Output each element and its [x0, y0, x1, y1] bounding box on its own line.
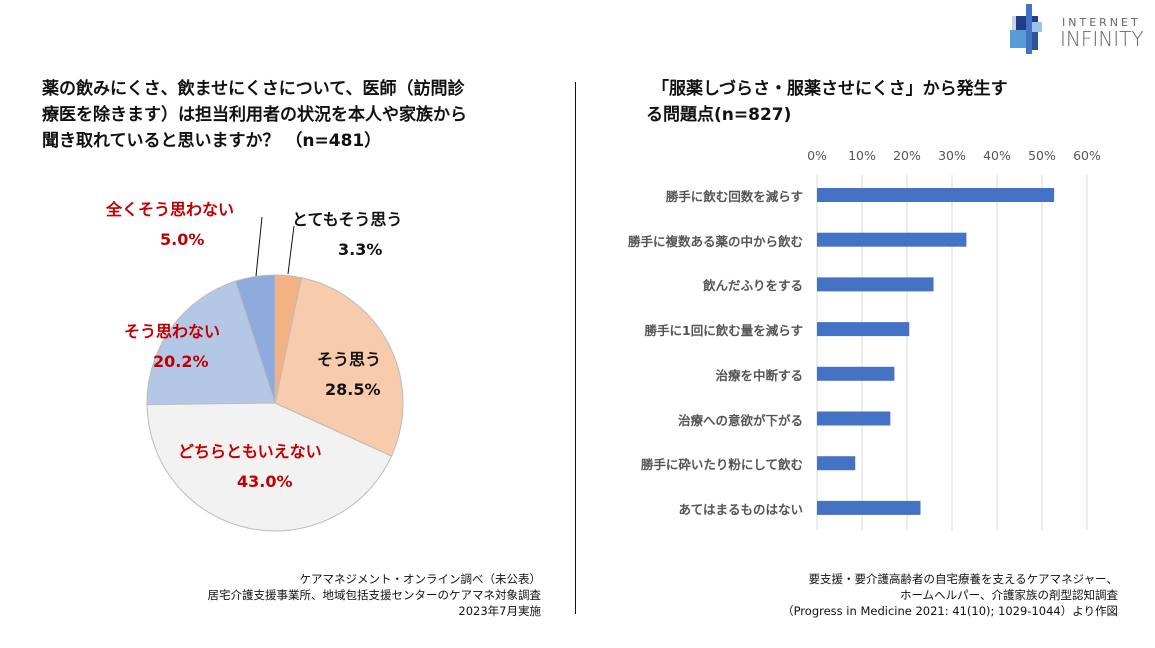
pie-label-4: 全くそう思わない: [106, 200, 235, 219]
logo-line1: INTERNET: [1062, 16, 1141, 29]
pie-value-4: 5.0%: [160, 230, 205, 249]
bar: [817, 366, 895, 381]
source-line: ケアマネジメント・オンライン調べ（未公表）: [299, 572, 542, 586]
pie-value-0: 3.3%: [338, 240, 383, 259]
bar: [817, 277, 934, 292]
bar-title-line: 「服薬しづらさ・服薬させにくさ」から発生す: [652, 79, 1008, 99]
category-label: 勝手に飲む回数を減らす: [665, 189, 803, 204]
bar: [817, 188, 1055, 202]
logo-line2: INFINITY: [1060, 27, 1144, 51]
pie-label-3: そう思わない: [124, 322, 221, 341]
bar: [817, 456, 856, 471]
category-label: 飲んだふりをする: [702, 278, 803, 294]
category-label: あてはまるものはない: [678, 501, 803, 517]
x-tick-label: 40%: [983, 148, 1011, 163]
pie-value-1: 28.5%: [325, 380, 381, 399]
category-label: 勝手に砕いたり粉にして飲む: [640, 457, 803, 473]
pie-slice-1: [274, 277, 404, 457]
pie-chart: [146, 216, 404, 532]
pie-title-line: 療医を除きます）は担当利用者の状況を本人や家族から: [42, 105, 467, 125]
pie-value-3: 20.2%: [153, 352, 209, 371]
pie-slice-3: [146, 280, 276, 406]
source-line: ホームヘルパー、介護家族の剤型認知調査: [899, 588, 1118, 602]
pie-slice-2: [146, 402, 393, 532]
pie-label-1: そう思う: [317, 350, 382, 369]
source-line: （Progress in Medicine 2021: 41(10); 1029…: [782, 604, 1118, 618]
pie-title-line: 薬の飲みにくさ、飲ませにくさについて、医師（訪問診: [42, 79, 465, 99]
bar: [817, 500, 921, 515]
pie-value-2: 43.0%: [237, 472, 293, 491]
source-line: 要支援・要介護高齢者の自宅療養を支えるケアマネジャー、: [808, 572, 1118, 586]
x-tick-label: 20%: [893, 148, 921, 163]
bar-title: 「服薬しづらさ・服薬させにくさ」から発生す る問題点(n=827): [646, 76, 1008, 128]
pie-source: ケアマネジメント・オンライン調べ（未公表） 居宅介護支援事業所、地域包括支援セン…: [208, 571, 542, 619]
category-label: 勝手に1回に飲む量を減らす: [644, 323, 803, 339]
category-label: 治療を中断する: [715, 367, 803, 383]
bar: [817, 411, 891, 426]
divider: [575, 82, 576, 614]
source-line: 2023年7月実施: [458, 604, 541, 618]
pie-title: 薬の飲みにくさ、飲ませにくさについて、医師（訪問診 療医を除きます）は担当利用者…: [42, 76, 467, 154]
leader-line: [255, 216, 263, 277]
leader-line: [287, 225, 295, 275]
x-tick-label: 60%: [1073, 148, 1101, 163]
x-tick-label: 50%: [1028, 148, 1056, 163]
pie-slice-0: [274, 274, 302, 404]
pie-title-line: 聞き取れていると思いますか？ （n=481）: [42, 131, 382, 151]
bar: [817, 232, 967, 247]
bar-source: 要支援・要介護高齢者の自宅療養を支えるケアマネジャー、 ホームヘルパー、介護家族…: [782, 571, 1118, 619]
source-line: 居宅介護支援事業所、地域包括支援センターのケアマネ対象調査: [207, 588, 542, 602]
logo-mark-icon: [1008, 2, 1048, 56]
x-tick-label: 30%: [938, 148, 966, 163]
category-label: 勝手に複数ある薬の中から飲む: [627, 233, 803, 249]
x-tick-label: 10%: [848, 148, 876, 163]
bar-title-line: る問題点(n=827): [646, 105, 792, 125]
pie-label-0: とてもそう思う: [292, 210, 403, 229]
bar: [817, 322, 910, 337]
category-label: 治療への意欲が下がる: [677, 412, 803, 428]
x-tick-label: 0%: [807, 148, 827, 163]
pie-label-2: どちらともいえない: [178, 442, 322, 461]
